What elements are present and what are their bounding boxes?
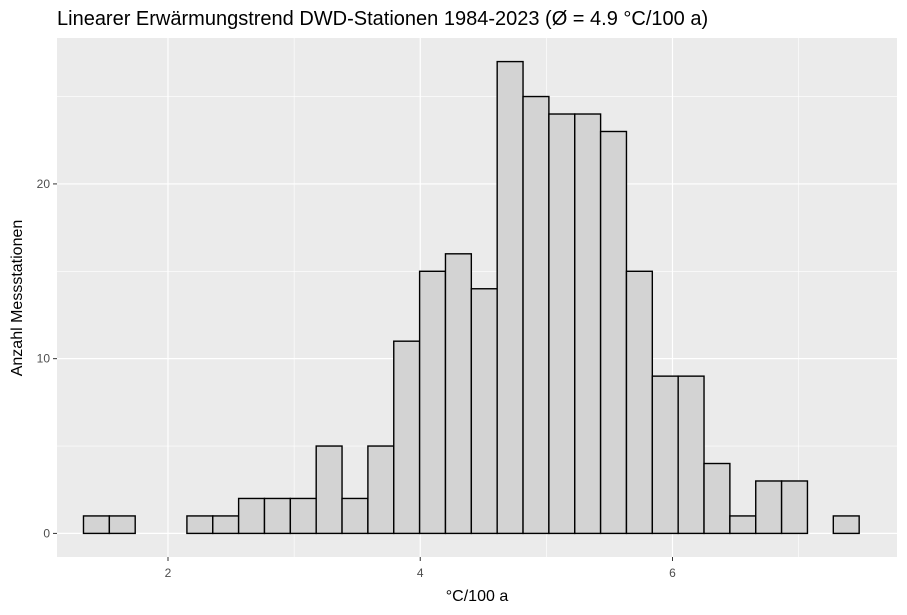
histogram-bar: [599, 130, 628, 535]
histogram-bar: [780, 480, 809, 535]
histogram-bar: [574, 113, 602, 535]
histogram-bar: [729, 515, 757, 535]
histogram-bar: [315, 445, 343, 535]
histogram-bar: [212, 515, 240, 535]
histogram-bar: [703, 462, 731, 535]
y-axis-ticks: 0 10 20: [37, 177, 57, 540]
histogram-bar: [832, 515, 860, 535]
y-axis-title: Anzahl Messstationen: [9, 220, 26, 377]
histogram-bar: [341, 497, 369, 535]
histogram-bar: [625, 270, 654, 535]
histogram-bar: [470, 288, 498, 535]
histogram-bar: [444, 253, 473, 535]
x-axis-ticks: 2 4 6: [165, 557, 676, 580]
histogram-bar: [82, 515, 111, 535]
histogram-bar: [755, 480, 783, 535]
histogram-bar: [677, 375, 705, 535]
histogram-bar: [186, 515, 214, 535]
histogram-bar: [393, 340, 421, 535]
histogram-bar: [108, 515, 136, 535]
y-tick-label: 10: [37, 352, 51, 366]
x-tick-label: 4: [417, 566, 424, 580]
histogram-bar: [263, 497, 292, 535]
histogram-bar: [237, 497, 266, 535]
histogram-bar: [496, 60, 524, 535]
histogram-bar: [289, 497, 317, 535]
histogram-bar: [367, 445, 395, 535]
histogram-bar: [418, 270, 447, 535]
x-tick-label: 2: [165, 566, 172, 580]
histogram-bar: [651, 375, 679, 535]
histogram-bar: [548, 113, 576, 535]
chart-title: Linearer Erwärmungstrend DWD-Stationen 1…: [57, 8, 708, 30]
histogram-bars: [82, 60, 860, 535]
y-tick-label: 20: [37, 177, 51, 191]
x-axis-title: °C/100 a: [446, 588, 509, 605]
x-tick-label: 6: [669, 566, 676, 580]
histogram-bar: [522, 95, 550, 535]
y-tick-label: 0: [43, 526, 50, 540]
